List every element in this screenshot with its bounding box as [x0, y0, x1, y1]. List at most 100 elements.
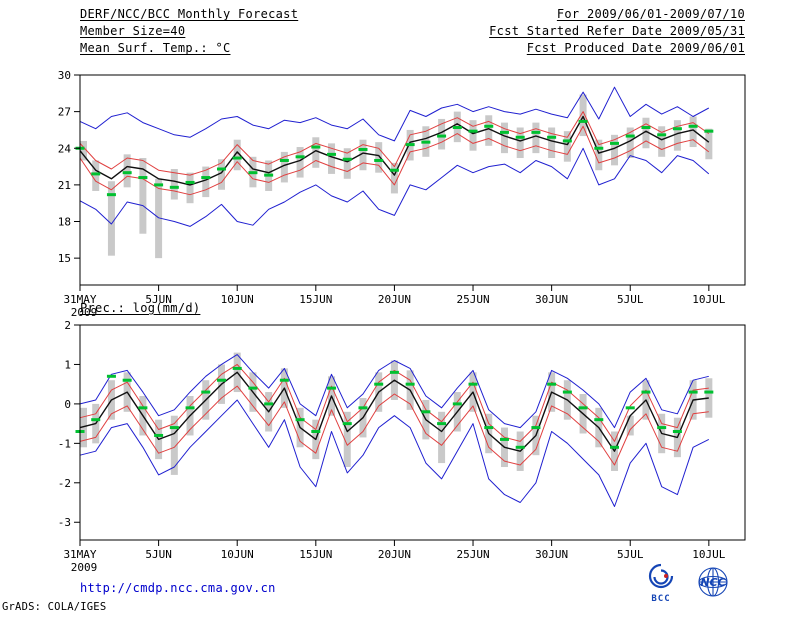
ensemble-spread-bar [359, 139, 367, 171]
x-tick-label: 10JUL [692, 548, 725, 561]
ensemble-spread-bar [280, 151, 288, 183]
lower-quartile [79, 385, 709, 466]
y-tick-label: 1 [64, 358, 71, 371]
x-tick-label: 20JUN [378, 548, 411, 561]
ensemble-spread-bar [548, 127, 556, 159]
header-member-size: Member Size=40 [80, 24, 186, 38]
ensemble-spread-bar [186, 172, 194, 204]
x-tick-label: 5JUL [617, 548, 644, 561]
header-forecast-period: For 2009/06/01-2009/07/10 [556, 7, 745, 21]
plot-frame [79, 74, 746, 286]
ensemble-spread-bar [343, 148, 351, 179]
website-url[interactable]: http://cmdp.ncc.cma.gov.cn [80, 581, 276, 595]
ensemble-spread-bar [438, 411, 446, 464]
header-title: DERF/NCC/BCC Monthly Forecast [80, 7, 299, 21]
ensemble-min [79, 147, 710, 227]
plot-frame [79, 324, 746, 541]
ensemble-spread-bar [92, 160, 100, 191]
x-tick-label: 10JUN [221, 293, 254, 306]
x-tick-label: 5JUN [145, 293, 172, 306]
ensemble-spread-bar [595, 139, 603, 171]
y-tick-label: 2 [64, 319, 71, 332]
upper-quartile [79, 363, 709, 442]
x-sub-label: 2009 [71, 306, 98, 319]
y-tick-label: -1 [58, 437, 71, 450]
bcc-logo: BCC [641, 562, 681, 604]
ensemble-spread-bar [516, 127, 524, 159]
temperature-chart-title: Mean Surf. Temp.: °C [80, 41, 231, 55]
ensemble-spread-bar [390, 162, 398, 194]
ensemble-spread-bar [579, 94, 587, 137]
ncc-logo: NCC [688, 566, 738, 604]
x-tick-label: 25JUN [456, 548, 489, 561]
ensemble-spread-bar [217, 159, 225, 190]
ensemble-spread-bar [170, 169, 178, 200]
upper-quartile [79, 111, 710, 176]
ensemble-spread-bar [689, 116, 697, 148]
ensemble-spread-bar [438, 118, 446, 150]
y-tick-label: 18 [58, 216, 71, 229]
ncc-logo-label: NCC [700, 576, 725, 589]
x-tick-label: 20JUN [378, 293, 411, 306]
x-tick-label: 15JUN [299, 548, 332, 561]
ensemble-spread-bar [139, 158, 147, 234]
y-tick-label: 30 [58, 69, 71, 82]
y-tick-label: 24 [58, 142, 72, 155]
ensemble-spread-bar [532, 122, 540, 154]
ensemble-spread-bar [170, 415, 178, 475]
ensemble-spread-bar [626, 127, 634, 159]
bcc-swirl-icon [648, 563, 674, 589]
x-tick-label: 31MAY [63, 293, 96, 306]
ensemble-spread-bar [658, 126, 666, 157]
y-tick-label: 21 [58, 179, 71, 192]
ensemble-spread-bar [469, 120, 477, 151]
ensemble-spread-bar [626, 415, 634, 436]
header-refer-date: Fcst Started Refer Date 2009/05/31 [489, 24, 745, 38]
ensemble-spread-bar [80, 407, 87, 448]
ensemble-spread-bar [563, 131, 571, 162]
x-tick-label: 30JUN [535, 548, 568, 561]
ensemble-spread-bar [80, 140, 87, 161]
x-tick-label: 25JUN [456, 293, 489, 306]
y-tick-label: 27 [58, 106, 71, 119]
ensemble-spread-bar [296, 147, 304, 178]
y-tick-label: -2 [58, 477, 71, 490]
x-tick-label: 15JUN [299, 293, 332, 306]
ensemble-spread-bar [485, 115, 493, 146]
ensemble-spread-bar [155, 178, 163, 259]
ensemble-mean [79, 371, 709, 452]
ensemble-mean [79, 115, 710, 186]
grads-credit: GrADS: COLA/IGES [2, 601, 107, 613]
ensemble-spread-bar [343, 411, 351, 468]
ensemble-spread-bar [328, 143, 336, 174]
ensemble-spread-bar [202, 166, 210, 198]
x-tick-label: 5JUN [145, 548, 172, 561]
ensemble-spread-bar [312, 137, 320, 168]
ensemble-spread-bar [107, 181, 115, 256]
x-tick-label: 31MAY [63, 548, 96, 561]
x-tick-label: 10JUL [692, 293, 725, 306]
ensemble-spread-bar [611, 134, 619, 166]
header-produced-date: Fcst Produced Date 2009/06/01 [526, 41, 745, 55]
bcc-logo-label: BCC [651, 594, 671, 604]
precipitation-chart-title: Prec.: log(mm/d) [80, 301, 201, 315]
x-tick-label: 5JUL [617, 293, 644, 306]
y-tick-label: -3 [58, 516, 71, 529]
ensemble-spread-bar [233, 139, 241, 171]
x-tick-label: 30JUN [535, 293, 568, 306]
ensemble-spread-bar [705, 378, 713, 418]
ensemble-spread-bar [673, 120, 681, 151]
ensemble-spread-bar [375, 142, 383, 173]
ensemble-min [79, 399, 710, 507]
y-tick-label: 15 [58, 252, 71, 265]
ncc-globe-icon: NCC [698, 567, 728, 597]
ensemble-spread-bar [500, 122, 508, 154]
ensemble-spread-bar [642, 117, 650, 149]
y-tick-label: 0 [64, 398, 71, 411]
x-sub-label: 2009 [71, 561, 98, 574]
ensemble-spread-bar [123, 154, 131, 188]
x-tick-label: 10JUN [221, 548, 254, 561]
